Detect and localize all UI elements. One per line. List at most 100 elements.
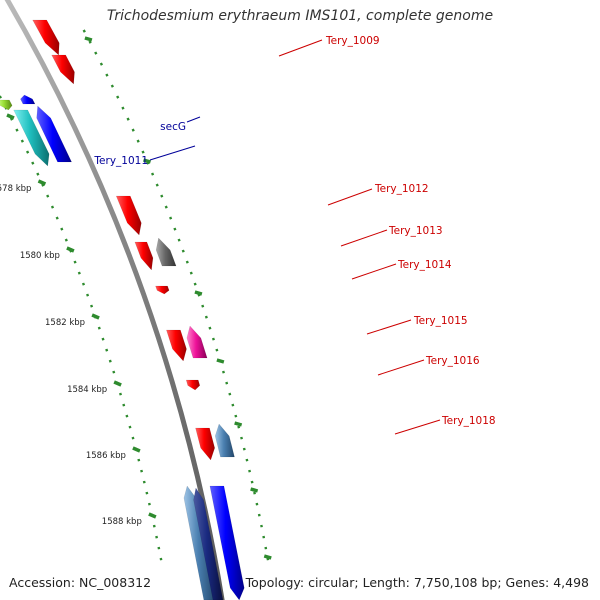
coordinate-track-dot [122,403,126,407]
topology-text: Topology: circular; Length: 7,750,108 bp… [245,575,589,590]
gene-label[interactable]: Tery_1013 [388,225,443,237]
coordinate-track-dot [55,216,59,220]
gene-arrow-red-c[interactable] [195,427,215,461]
gene-arrow-red-b[interactable] [166,329,187,362]
tick-label: 1586 kbp [86,451,126,461]
gene-label[interactable]: Tery_1009 [325,35,380,47]
feature-track-dot [110,84,114,88]
coordinate-track-dot [73,260,77,264]
feature-track-dot [136,139,140,143]
feature-track-dot [177,238,181,242]
coordinate-track-dot [108,359,112,363]
coordinate-track-dot [101,337,105,341]
coordinate-track-dot [119,392,122,396]
gene-arrow-tery-1014[interactable] [155,285,170,295]
gene-leader-line [340,229,388,247]
coordinate-track-dot [15,128,19,132]
gene-arrow-tery-1013[interactable] [155,237,177,267]
gene-arrow-blue-large[interactable] [209,485,245,600]
gene-arrow-blue-small[interactable] [20,94,36,105]
coordinate-track-dot [31,161,35,165]
gene-leader-line [394,419,441,435]
coordinate-track-dot [64,238,68,242]
gene-arrow-navy[interactable] [193,487,224,600]
feature-track-dot [211,337,215,341]
gene-arrow-tery-1018[interactable] [214,423,235,458]
gene-label[interactable]: Tery_1012 [374,183,429,195]
coordinate-track-dot [131,436,135,440]
gene-label[interactable]: Tery_1011 [93,155,148,167]
gene-arrow-tery-1016[interactable] [185,379,201,391]
feature-track-dot [193,282,197,286]
coordinate-track-dot [46,194,50,198]
feature-track-dot [94,51,98,55]
gene-arrow-red-a[interactable] [134,241,154,271]
feature-track-dot [234,414,238,418]
feature-track-dash [84,36,93,42]
feature-track-dot [189,271,193,275]
coordinate-track-dot [26,150,30,154]
coordinate-track-dot [147,502,151,506]
feature-track-dot [155,183,159,187]
gene-arrow-tery-1009a[interactable] [32,19,60,56]
gene-arrow-tery-1009[interactable] [51,54,75,85]
tick-label: 1584 kbp [67,385,107,395]
coordinate-track-dot [20,139,24,143]
feature-track-dot [141,150,145,154]
gene-label[interactable]: Tery_1018 [441,415,496,427]
feature-track-dot [201,304,205,308]
feature-track-dot [242,447,246,451]
tick-mark [6,113,15,120]
coordinate-track-dot [145,491,149,495]
tick-label: 1588 kbp [102,517,142,527]
feature-track-dash [194,290,203,296]
tick-mark [91,313,100,320]
feature-track-dot [231,403,235,407]
feature-track-dot [237,425,241,429]
gene-label[interactable]: secG [160,121,186,133]
feature-track-dot [245,458,249,462]
coordinate-track-dot [112,370,116,374]
feature-track-dot [126,117,130,121]
map-title: Trichodesmium erythraeum IMS101, complet… [106,8,494,24]
coordinate-track-dot [36,172,40,176]
feature-track-dot [240,436,243,440]
feature-track-dot [185,260,189,264]
tick-mark [148,512,157,519]
gene-leader-line [377,359,425,376]
coordinate-track-dot [86,293,90,297]
feature-track-dash [234,421,243,427]
gene-label[interactable]: Tery_1014 [397,259,452,271]
coordinate-track-dot [0,95,2,99]
feature-track-dot [222,370,225,374]
feature-track-dot [248,469,251,473]
feature-track-dot [173,227,177,231]
coordinate-track-dot [140,469,143,473]
gene-leader-line [149,145,196,161]
gene-arrow-tery-1015[interactable] [186,325,208,359]
feature-track-dot [225,381,229,385]
coordinate-track-dot [125,414,129,418]
gene-arrow-blue[interactable] [36,105,72,163]
feature-track-dot [204,315,208,319]
gene-arrow-secg[interactable] [0,99,13,111]
tick-mark [37,179,47,186]
gene-leader-line [278,39,323,57]
tick-label: 1578 kbp [0,184,31,194]
gene-arrow-tery-1012[interactable] [115,195,142,236]
feature-track-dot [228,392,232,396]
gene-label[interactable]: Tery_1015 [413,315,468,327]
gene-arrow-tery-1011[interactable] [13,109,50,167]
feature-track-dot [105,73,109,77]
feature-track-dot [215,348,219,352]
coordinate-track-dot [50,205,55,209]
feature-track-dot [99,62,104,66]
coordinate-track-dot [105,348,109,352]
tick-label: 1582 kbp [45,318,85,328]
feature-track-dot [121,106,125,110]
gene-label[interactable]: Tery_1016 [425,355,480,367]
gene-leader-line [327,188,373,206]
coordinate-track-dot [60,227,64,231]
